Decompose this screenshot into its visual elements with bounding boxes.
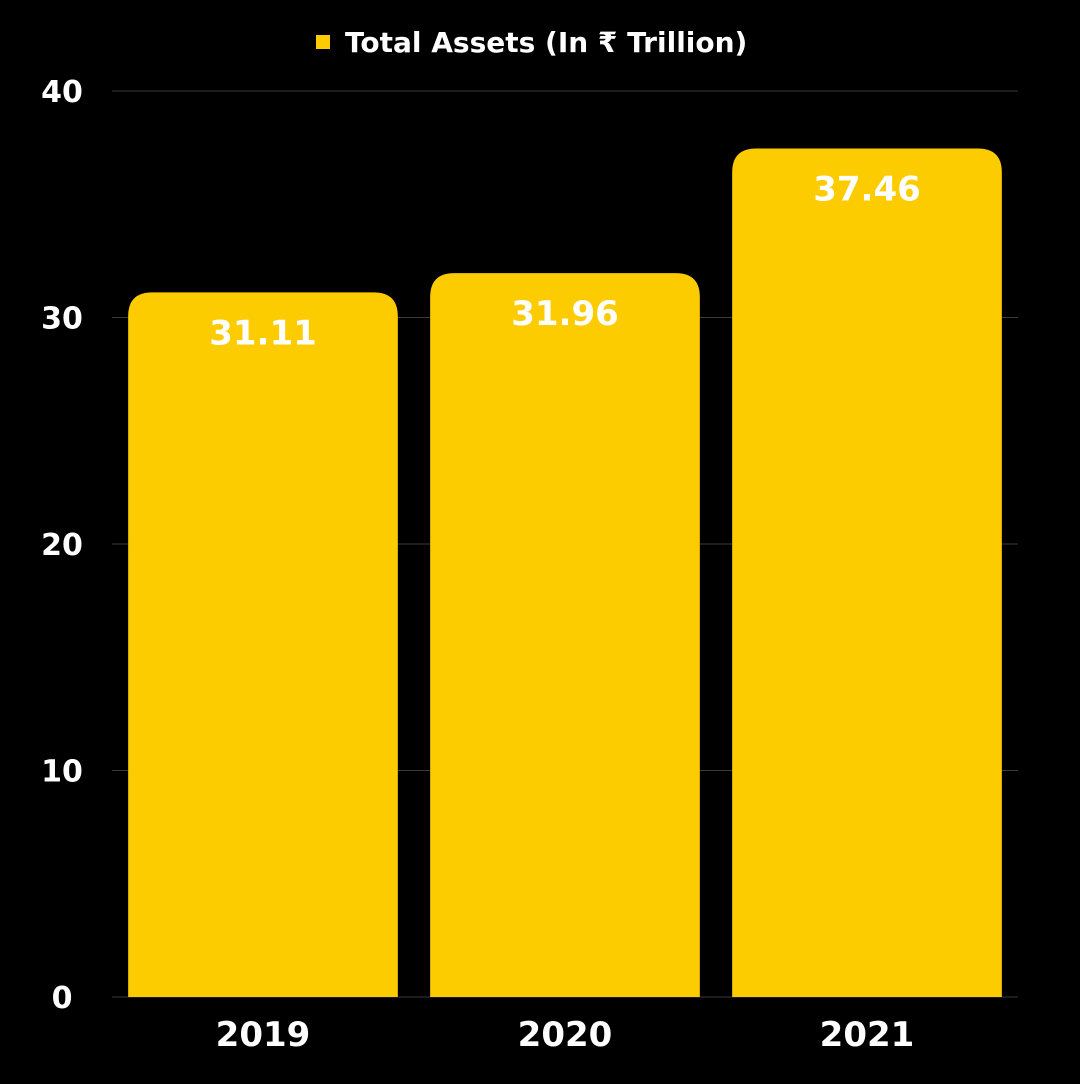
data-label: 31.11 (209, 313, 317, 353)
legend: Total Assets (In ₹ Trillion) (316, 26, 747, 59)
y-tick-label: 30 (41, 302, 83, 337)
y-tick-label: 10 (41, 755, 83, 790)
bar (732, 148, 1002, 997)
y-tick-label: 40 (41, 75, 83, 110)
data-labels: 31.11 31.96 37.46 (209, 170, 921, 354)
data-label: 37.46 (813, 170, 921, 210)
y-axis-ticks: 0 10 20 30 40 (41, 75, 83, 1016)
x-axis-ticks: 2019 2020 2021 (216, 1015, 915, 1055)
y-tick-label: 0 (52, 981, 73, 1016)
x-tick-label: 2021 (820, 1015, 915, 1055)
data-label: 31.96 (511, 294, 619, 334)
legend-swatch (316, 35, 330, 49)
legend-label: Total Assets (In ₹ Trillion) (345, 26, 747, 59)
bar (430, 273, 700, 998)
x-tick-label: 2020 (518, 1015, 613, 1055)
x-tick-label: 2019 (216, 1015, 311, 1055)
y-tick-label: 20 (41, 528, 83, 563)
bars (128, 148, 1002, 998)
bar (128, 292, 398, 997)
